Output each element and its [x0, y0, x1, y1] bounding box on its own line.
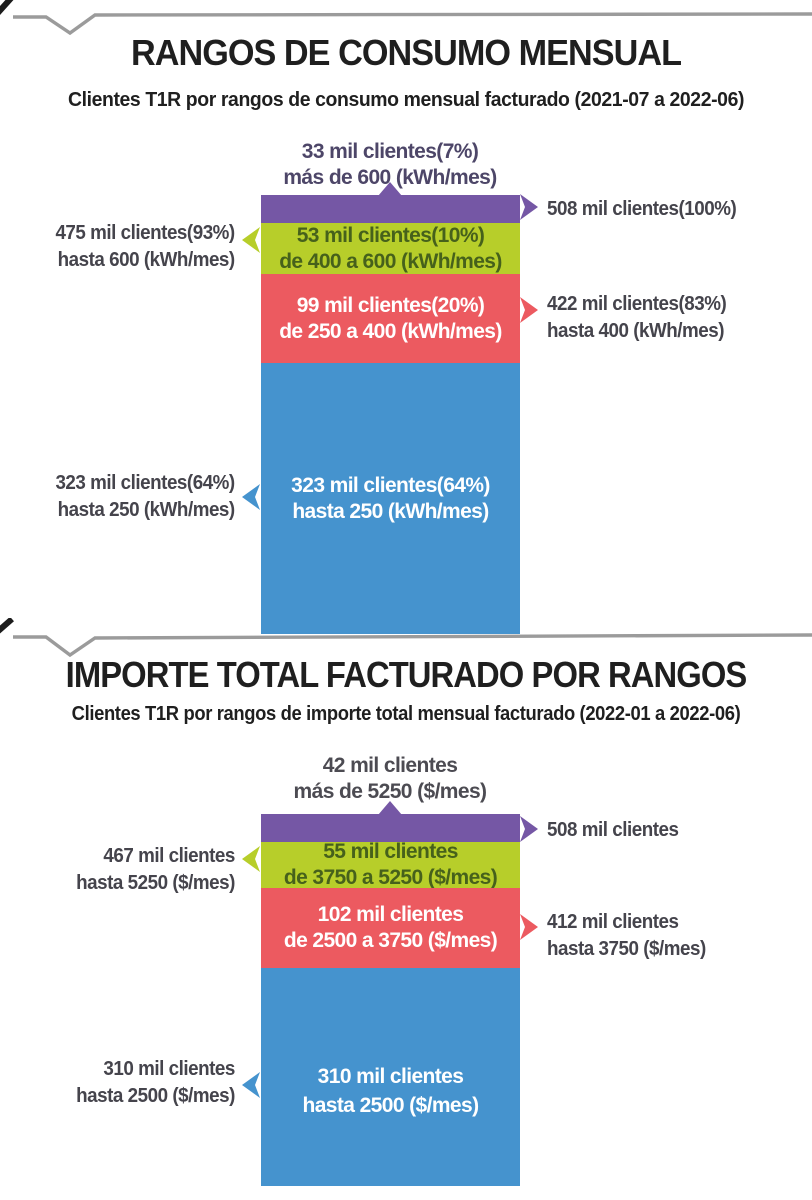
s1-green-segment-label: 53 mil clientes(10%) de 400 a 600 (kWh/m…: [261, 223, 520, 274]
s2-green-arrow-icon: [242, 846, 260, 872]
s1-green-arrow-icon: [242, 227, 260, 253]
section1-subtitle: Clientes T1R por rangos de consumo mensu…: [67, 89, 745, 111]
s2-segment-green: 55 mil clientes de 3750 a 5250 ($/mes): [261, 840, 520, 889]
s1-top-callout-line2: más de 600 (kWh/mes): [283, 166, 497, 189]
s2-blue-line1: 310 mil clientes: [317, 1065, 464, 1088]
s2-total-arrow-icon: [520, 816, 538, 842]
s2-segment-purple: [261, 814, 520, 842]
s1-red-segment-label: 99 mil clientes(20%) de 250 a 400 (kWh/m…: [261, 274, 520, 363]
s1-blue-segment-label: 323 mil clientes(64%) hasta 250 (kWh/mes…: [261, 363, 520, 634]
s1-right-bottom-line1: 422 mil clientes(83%): [547, 293, 727, 315]
s2-top-callout-label: 42 mil clientes más de 5250 ($/mes): [190, 753, 590, 805]
s2-right-top-line1: 508 mil clientes: [547, 819, 679, 841]
s2-green-segment-label: 55 mil clientes de 3750 a 5250 ($/mes): [261, 840, 520, 889]
s1-segment-red: 99 mil clientes(20%) de 250 a 400 (kWh/m…: [261, 274, 520, 363]
s1-segment-blue: 323 mil clientes(64%) hasta 250 (kWh/mes…: [261, 363, 520, 634]
s1-blue-line1: 323 mil clientes(64%): [291, 473, 490, 497]
s1-red-line1: 99 mil clientes(20%): [296, 293, 485, 317]
s2-right-label-total: 508 mil clientes: [547, 817, 679, 844]
s2-green-line2: de 3750 a 5250 ($/mes): [283, 866, 498, 889]
s2-top-callout-line1: 42 mil clientes: [322, 754, 458, 777]
s2-right-bottom-line1: 412 mil clientes: [547, 911, 679, 933]
s2-red-line2: de 2500 a 3750 ($/mes): [283, 929, 498, 952]
s1-blue-arrow-icon: [242, 484, 260, 510]
s2-blue-line2: hasta 2500 ($/mes): [302, 1094, 480, 1117]
s2-right-bottom-line2: hasta 3750 ($/mes): [547, 938, 706, 960]
s1-right-label-total: 508 mil clientes(100%): [547, 196, 737, 223]
s2-blue-arrow-icon: [242, 1072, 260, 1098]
s2-red-segment-label: 102 mil clientes de 2500 a 3750 ($/mes): [261, 888, 520, 968]
s1-red-arrow-icon: [520, 297, 538, 323]
s2-blue-segment-label: 310 mil clientes hasta 2500 ($/mes): [261, 982, 520, 1200]
s1-left-top-line2: hasta 600 (kWh/mes): [57, 249, 236, 271]
s2-left-label-hasta-2500: 310 mil clientes hasta 2500 ($/mes): [76, 1056, 235, 1110]
s2-red-arrow-icon: [520, 914, 538, 940]
section1-title: RANGOS DE CONSUMO MENSUAL: [130, 32, 682, 73]
s2-left-top-line2: hasta 5250 ($/mes): [76, 872, 235, 894]
s1-green-line1: 53 mil clientes(10%): [296, 223, 485, 247]
s2-left-label-hasta-5250: 467 mil clientes hasta 5250 ($/mes): [76, 843, 235, 897]
s1-segment-green: 53 mil clientes(10%) de 400 a 600 (kWh/m…: [261, 223, 520, 274]
s2-top-callout-line2: más de 5250 ($/mes): [293, 780, 487, 803]
s1-left-bottom-line2: hasta 250 (kWh/mes): [57, 499, 236, 521]
s1-total-arrow-icon: [520, 194, 538, 220]
s2-right-label-hasta-3750: 412 mil clientes hasta 3750 ($/mes): [547, 909, 706, 963]
s2-left-bottom-line2: hasta 2500 ($/mes): [76, 1085, 235, 1107]
s1-right-label-hasta-400: 422 mil clientes(83%) hasta 400 (kWh/mes…: [547, 291, 727, 345]
s1-blue-line2: hasta 250 (kWh/mes): [292, 499, 489, 523]
s1-left-label-hasta-250: 323 mil clientes(64%) hasta 250 (kWh/mes…: [55, 470, 236, 524]
s2-left-bottom-line1: 310 mil clientes: [103, 1058, 236, 1080]
s1-left-top-line1: 475 mil clientes(93%): [55, 222, 236, 244]
s1-top-callout-line1: 33 mil clientes(7%): [301, 140, 479, 163]
s2-red-line1: 102 mil clientes: [317, 903, 464, 926]
s1-left-label-hasta-600: 475 mil clientes(93%) hasta 600 (kWh/mes…: [55, 220, 236, 274]
s1-segment-purple: [261, 195, 520, 223]
s1-green-line2: de 400 a 600 (kWh/mes): [279, 249, 502, 273]
section2-subtitle: Clientes T1R por rangos de importe total…: [71, 703, 741, 725]
s1-top-callout-label: 33 mil clientes(7%) más de 600 (kWh/mes): [190, 139, 590, 191]
s1-right-bottom-line2: hasta 400 (kWh/mes): [547, 320, 725, 342]
s2-segment-red: 102 mil clientes de 2500 a 3750 ($/mes): [261, 888, 520, 968]
s2-segment-blue: 310 mil clientes hasta 2500 ($/mes): [261, 968, 520, 1186]
s1-right-top-line1: 508 mil clientes(100%): [547, 198, 737, 220]
s1-left-bottom-line1: 323 mil clientes(64%): [55, 472, 236, 494]
s2-left-top-line1: 467 mil clientes: [103, 845, 236, 867]
s1-red-line2: de 250 a 400 (kWh/mes): [279, 319, 502, 343]
section2-title: IMPORTE TOTAL FACTURADO POR RANGOS: [65, 654, 748, 695]
s2-green-line1: 55 mil clientes: [323, 840, 458, 863]
